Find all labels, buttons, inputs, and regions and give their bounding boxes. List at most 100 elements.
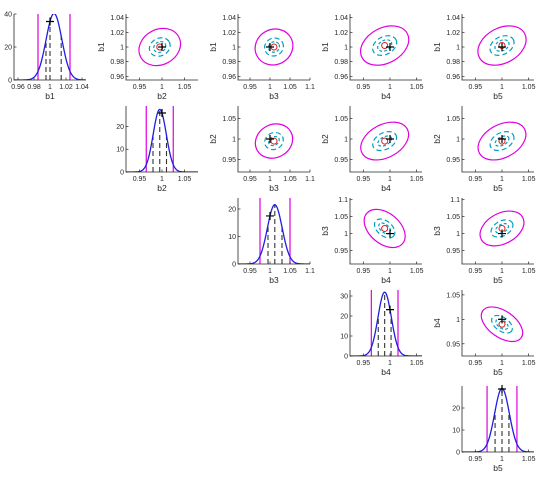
plot-area: [360, 25, 410, 66]
panel-r2c2: 0.95 1 1.05 0 10 20 b2: [116, 106, 198, 193]
x-axis-label: b5: [493, 367, 503, 377]
x-tick-label: 0.96: [11, 84, 25, 91]
axes-frame: [461, 106, 534, 173]
y-tick-label: 0.96: [334, 74, 348, 81]
true-value-marker: [498, 135, 506, 143]
inner-ellipse: [494, 223, 510, 234]
y-tick-label: 0: [8, 78, 12, 85]
panel-r4c4: 0.95 1 1.05 0 10 20 30 b4: [340, 290, 424, 377]
panel-r5c5: 0.95 1 1.05 0 10 20 b5: [452, 385, 536, 473]
x-tick-label: 1.05: [410, 268, 424, 275]
x-tick-label: 1.05: [410, 176, 424, 183]
x-axis-label: b5: [493, 91, 503, 101]
plot-area: [138, 27, 182, 67]
true-value-marker: [158, 108, 166, 117]
y-tick-label: 1: [456, 45, 460, 52]
y-tick-label: 1: [344, 137, 348, 144]
plot-area: [350, 290, 422, 356]
axes-frame: [349, 198, 422, 265]
panel-r2c4: 0.95 1 1.05 0.95 1 1.05 b4 b2: [320, 106, 424, 193]
true-value-marker: [46, 17, 54, 26]
density-curve: [350, 291, 422, 356]
panel-r2c5: 0.95 1 1.05 0.95 1 1.05 b5 b2: [432, 106, 536, 193]
x-axis-label: b4: [381, 91, 391, 101]
inner-ellipse: [153, 40, 167, 54]
x-tick-label: 1: [388, 176, 392, 183]
x-tick-label: 1.05: [522, 360, 536, 367]
y-tick-label: 1: [456, 317, 460, 324]
x-tick-label: 1: [500, 268, 504, 275]
outer-ellipse: [477, 25, 527, 66]
y-tick-label: 20: [116, 124, 124, 131]
x-tick-label: 1: [268, 268, 272, 275]
panel-r1c2: 0.95 1 1.05 0.96 0.98 1 1.02 1.04 b2 b1: [96, 14, 198, 101]
panel-r1c5: 0.95 1 1.05 0.96 0.98 1 1.02 1.04 b5 b1: [432, 14, 536, 101]
y-tick-label: 1.05: [446, 214, 460, 221]
true-value-marker: [498, 43, 506, 51]
true-value-marker: [266, 135, 274, 143]
x-tick-label: 1: [268, 176, 272, 183]
x-tick-label: 1.05: [410, 360, 424, 367]
y-tick-label: 10: [340, 334, 348, 341]
axes-frame: [349, 290, 422, 357]
x-tick-label: 1.05: [522, 268, 536, 275]
y-tick-label: 1: [232, 137, 236, 144]
middle-ellipse: [490, 219, 514, 238]
y-tick-label: 0.98: [110, 59, 124, 66]
y-tick-label: 20: [452, 406, 460, 413]
y-tick-label: 1.05: [222, 116, 236, 123]
y-tick-label: 1.04: [334, 15, 348, 22]
x-tick-label: 0.95: [469, 268, 483, 275]
density-curve: [462, 387, 534, 452]
x-tick-label: 0.95: [133, 84, 147, 91]
middle-ellipse: [489, 35, 515, 56]
axes-frame: [237, 106, 310, 173]
estimate-marker: [381, 137, 389, 145]
x-tick-label: 1.05: [522, 456, 536, 463]
true-value-marker: [386, 305, 394, 314]
plot-area: [477, 25, 527, 66]
axes-frame: [125, 14, 198, 81]
x-tick-label: 1.05: [283, 84, 297, 91]
plot-area: [480, 306, 524, 343]
true-value-marker: [386, 135, 394, 143]
middle-ellipse: [491, 314, 513, 334]
y-tick-label: 1.05: [334, 214, 348, 221]
outer-ellipse: [479, 210, 525, 247]
x-tick-label: 1.05: [522, 84, 536, 91]
density-curve: [126, 108, 198, 172]
x-tick-label: 0.95: [357, 360, 371, 367]
x-tick-label: 1: [160, 176, 164, 183]
x-tick-label: 1: [48, 84, 52, 91]
true-value-marker: [386, 229, 394, 238]
x-tick-label: 0.95: [243, 176, 257, 183]
y-axis-label: b2: [320, 134, 330, 144]
y-tick-label: 30: [340, 294, 348, 301]
x-axis-label: b1: [45, 91, 55, 101]
x-tick-label: 0.95: [243, 268, 257, 275]
x-axis-label: b4: [381, 275, 391, 285]
middle-ellipse: [264, 131, 284, 151]
y-tick-label: 1: [120, 45, 124, 52]
middle-ellipse: [373, 218, 396, 239]
x-tick-label: 0.95: [357, 84, 371, 91]
panel-r1c3: 0.95 1 1.05 1.1 0.96 0.98 1 1.02 1.04 b3 b1: [208, 14, 315, 101]
y-axis-label: b4: [432, 318, 442, 328]
panel-r3c4: 0.95 1 1.05 0.95 1 1.05 1.1 b4 b3: [320, 197, 424, 285]
x-axis-label: b5: [493, 183, 503, 193]
density-curve: [238, 204, 310, 264]
true-value-marker: [498, 315, 506, 324]
axes-frame: [237, 198, 310, 265]
y-tick-label: 0.96: [446, 74, 460, 81]
y-tick-label: 10: [228, 234, 236, 241]
plot-area: [254, 123, 294, 159]
inner-ellipse: [494, 135, 510, 147]
x-tick-label: 0.95: [469, 456, 483, 463]
middle-ellipse: [372, 131, 398, 152]
plot-area: [238, 198, 310, 264]
x-tick-label: 1.05: [178, 176, 192, 183]
x-axis-label: b3: [269, 183, 279, 193]
outer-ellipse: [360, 121, 410, 161]
y-tick-label: 0.95: [446, 248, 460, 255]
inner-ellipse: [267, 41, 281, 53]
